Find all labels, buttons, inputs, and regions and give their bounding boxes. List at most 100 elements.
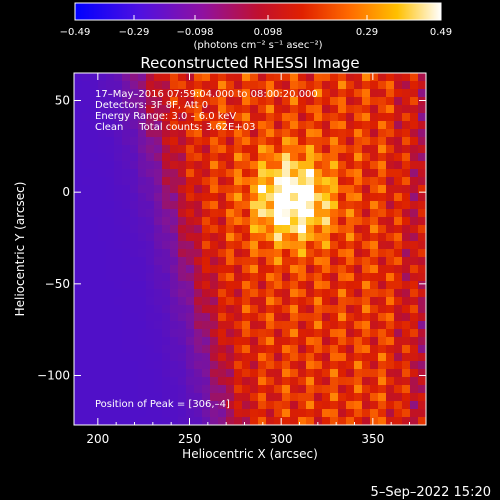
heatmap-pixel [234,345,243,354]
heatmap-pixel [82,137,91,146]
heatmap-pixel [314,321,323,330]
heatmap-pixel [234,281,243,290]
heatmap-pixel [362,193,371,202]
heatmap-pixel [330,393,339,402]
heatmap-pixel [162,385,171,394]
heatmap-pixel [106,385,115,394]
heatmap-pixel [266,185,275,194]
heatmap-pixel [298,321,307,330]
heatmap-pixel [242,113,251,122]
heatmap-pixel [186,233,195,242]
heatmap-pixel [130,121,139,130]
heatmap-pixel [322,241,331,250]
heatmap-pixel [202,217,211,226]
heatmap-pixel [322,369,331,378]
heatmap-pixel [98,377,107,386]
heatmap-pixel [290,337,299,346]
heatmap-pixel [410,177,419,186]
colorbar: −0.49 −0.29 −0.098 0.098 0.29 0.49 (photons c… [60,2,452,51]
heatmap-pixel [258,129,267,138]
heatmap-pixel [122,113,131,122]
heatmap-pixel [322,177,331,186]
heatmap-pixel [146,409,155,418]
heatmap-pixel [154,385,163,394]
heatmap-pixel [186,305,195,314]
heatmap-pixel [98,73,107,82]
heatmap-pixel [306,177,315,186]
heatmap-pixel [266,121,275,130]
heatmap-pixel [98,417,107,425]
heatmap-pixel [74,369,83,378]
heatmap-pixel [178,345,187,354]
heatmap-pixel [210,89,219,98]
heatmap-pixel [194,305,203,314]
heatmap-pixel [194,105,203,114]
heatmap-pixel [346,257,355,266]
heatmap-pixel [386,313,395,322]
heatmap-pixel [314,401,323,410]
heatmap-pixel [370,337,379,346]
heatmap-pixel [282,129,291,138]
heatmap-pixel [314,185,323,194]
heatmap-pixel [298,265,307,274]
heatmap-pixel [330,417,339,425]
heatmap-pixel [410,137,419,146]
heatmap-pixel [362,209,371,218]
heatmap-pixel [402,385,411,394]
heatmap-pixel [74,185,83,194]
heatmap-pixel [258,273,267,282]
heatmap-pixel [242,81,251,90]
heatmap-pixel [138,337,147,346]
heatmap-pixel [130,113,139,122]
heatmap-pixel [162,193,171,202]
heatmap-pixel [226,177,235,186]
heatmap-pixel [338,153,347,162]
heatmap-pixel [346,81,355,90]
heatmap-pixel [98,169,107,178]
heatmap-pixel [346,105,355,114]
heatmap-pixel [394,361,403,370]
heatmap-pixel [370,393,379,402]
heatmap-pixel [210,353,219,362]
heatmap-pixel [106,137,115,146]
heatmap-pixel [386,201,395,210]
heatmap-pixel [322,193,331,202]
heatmap-pixel [418,289,426,298]
heatmap-pixel [394,313,403,322]
heatmap-pixel [274,361,283,370]
heatmap-pixel [90,329,99,338]
heatmap-pixel [266,345,275,354]
heatmap-pixel [418,241,426,250]
heatmap-pixel [346,321,355,330]
heatmap-pixel [90,353,99,362]
heatmap-pixel [242,345,251,354]
heatmap-pixel [314,377,323,386]
y-tick-label: 0 [62,185,70,199]
heatmap-pixel [410,329,419,338]
heatmap-pixel [354,281,363,290]
heatmap-pixel [234,249,243,258]
heatmap-pixel [138,121,147,130]
heatmap-pixel [354,225,363,234]
heatmap-pixel [138,177,147,186]
heatmap-pixel [226,329,235,338]
heatmap-pixel [250,113,259,122]
heatmap-pixel [74,209,83,218]
heatmap-pixel [234,145,243,154]
heatmap-pixel [170,73,179,82]
heatmap-pixel [274,321,283,330]
heatmap-pixel [122,417,131,425]
heatmap-pixel [330,369,339,378]
heatmap-pixel [90,89,99,98]
heatmap-pixel [282,145,291,154]
heatmap-pixel [410,209,419,218]
heatmap-pixel [226,417,235,425]
heatmap-pixel [394,393,403,402]
heatmap-pixel [154,273,163,282]
heatmap-pixel [218,169,227,178]
heatmap-pixel [410,249,419,258]
heatmap-pixel [234,201,243,210]
heatmap-pixel [210,257,219,266]
heatmap-pixel [330,113,339,122]
heatmap-pixel [210,201,219,210]
